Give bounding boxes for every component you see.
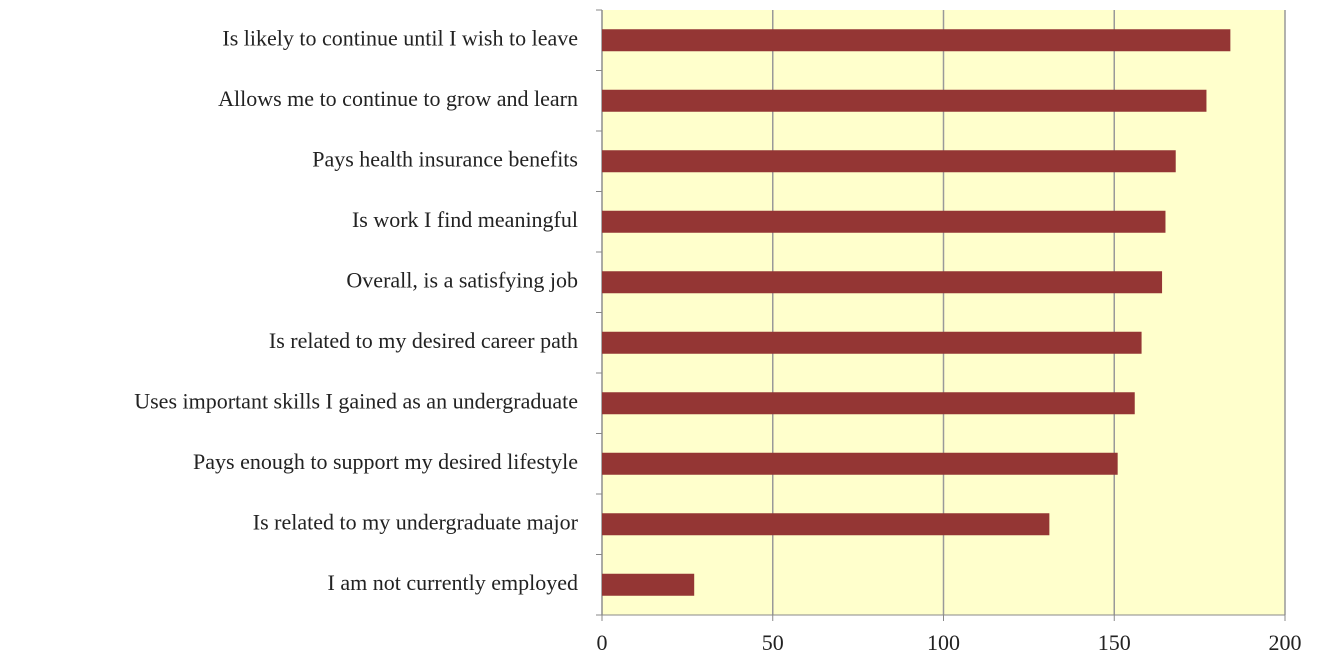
bar (602, 29, 1231, 52)
bar (602, 271, 1163, 294)
y-tick-label: Is work I find meaningful (352, 207, 578, 232)
bar (602, 513, 1050, 536)
bar (602, 331, 1142, 354)
y-tick-label: I am not currently employed (328, 570, 578, 595)
x-tick-label: 50 (762, 630, 784, 655)
y-tick-label: Allows me to continue to grow and learn (218, 86, 578, 111)
bar (602, 452, 1118, 475)
bar (602, 573, 695, 596)
bar (602, 89, 1207, 112)
y-tick-label: Overall, is a satisfying job (346, 267, 578, 292)
y-tick-label: Pays health insurance benefits (312, 146, 578, 171)
bar (602, 210, 1166, 233)
x-tick-label: 0 (597, 630, 608, 655)
y-tick-label: Is likely to continue until I wish to le… (222, 25, 578, 50)
y-tick-label: Is related to my undergraduate major (253, 509, 579, 534)
y-tick-label: Is related to my desired career path (269, 328, 578, 353)
bar (602, 392, 1135, 415)
x-tick-label: 100 (927, 630, 960, 655)
x-tick-label: 150 (1098, 630, 1131, 655)
x-tick-label: 200 (1269, 630, 1302, 655)
y-tick-label: Pays enough to support my desired lifest… (193, 449, 578, 474)
bar (602, 150, 1176, 173)
y-tick-label: Uses important skills I gained as an und… (134, 388, 578, 413)
